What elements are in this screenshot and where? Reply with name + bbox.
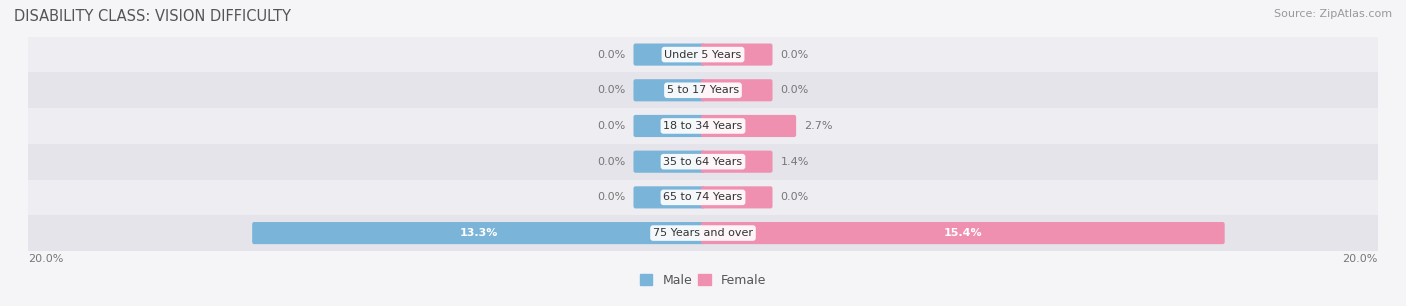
Text: 0.0%: 0.0% xyxy=(598,50,626,60)
Text: 0.0%: 0.0% xyxy=(780,192,808,202)
Text: 75 Years and over: 75 Years and over xyxy=(652,228,754,238)
Text: Source: ZipAtlas.com: Source: ZipAtlas.com xyxy=(1274,9,1392,19)
Text: 2.7%: 2.7% xyxy=(804,121,832,131)
Text: 13.3%: 13.3% xyxy=(460,228,498,238)
Bar xyxy=(28,144,1378,180)
Legend: Male, Female: Male, Female xyxy=(636,269,770,292)
FancyBboxPatch shape xyxy=(702,79,772,101)
FancyBboxPatch shape xyxy=(634,151,704,173)
FancyBboxPatch shape xyxy=(702,151,772,173)
Bar xyxy=(28,215,1378,251)
Bar xyxy=(28,37,1378,73)
FancyBboxPatch shape xyxy=(702,222,1225,244)
FancyBboxPatch shape xyxy=(634,186,704,208)
FancyBboxPatch shape xyxy=(702,115,796,137)
FancyBboxPatch shape xyxy=(634,43,704,65)
FancyBboxPatch shape xyxy=(702,43,772,65)
Text: 20.0%: 20.0% xyxy=(28,254,63,264)
FancyBboxPatch shape xyxy=(634,79,704,101)
Text: 5 to 17 Years: 5 to 17 Years xyxy=(666,85,740,95)
Text: 0.0%: 0.0% xyxy=(598,192,626,202)
Bar xyxy=(28,180,1378,215)
Text: 65 to 74 Years: 65 to 74 Years xyxy=(664,192,742,202)
Text: 0.0%: 0.0% xyxy=(598,85,626,95)
Text: 18 to 34 Years: 18 to 34 Years xyxy=(664,121,742,131)
Text: 15.4%: 15.4% xyxy=(943,228,983,238)
Bar xyxy=(28,108,1378,144)
Bar xyxy=(28,73,1378,108)
Text: 35 to 64 Years: 35 to 64 Years xyxy=(664,157,742,167)
Text: 0.0%: 0.0% xyxy=(598,157,626,167)
Text: 1.4%: 1.4% xyxy=(780,157,808,167)
Text: 20.0%: 20.0% xyxy=(1343,254,1378,264)
FancyBboxPatch shape xyxy=(702,186,772,208)
Text: 0.0%: 0.0% xyxy=(780,50,808,60)
FancyBboxPatch shape xyxy=(252,222,704,244)
Text: 0.0%: 0.0% xyxy=(598,121,626,131)
FancyBboxPatch shape xyxy=(634,115,704,137)
Text: Under 5 Years: Under 5 Years xyxy=(665,50,741,60)
Text: 0.0%: 0.0% xyxy=(780,85,808,95)
Text: DISABILITY CLASS: VISION DIFFICULTY: DISABILITY CLASS: VISION DIFFICULTY xyxy=(14,9,291,24)
